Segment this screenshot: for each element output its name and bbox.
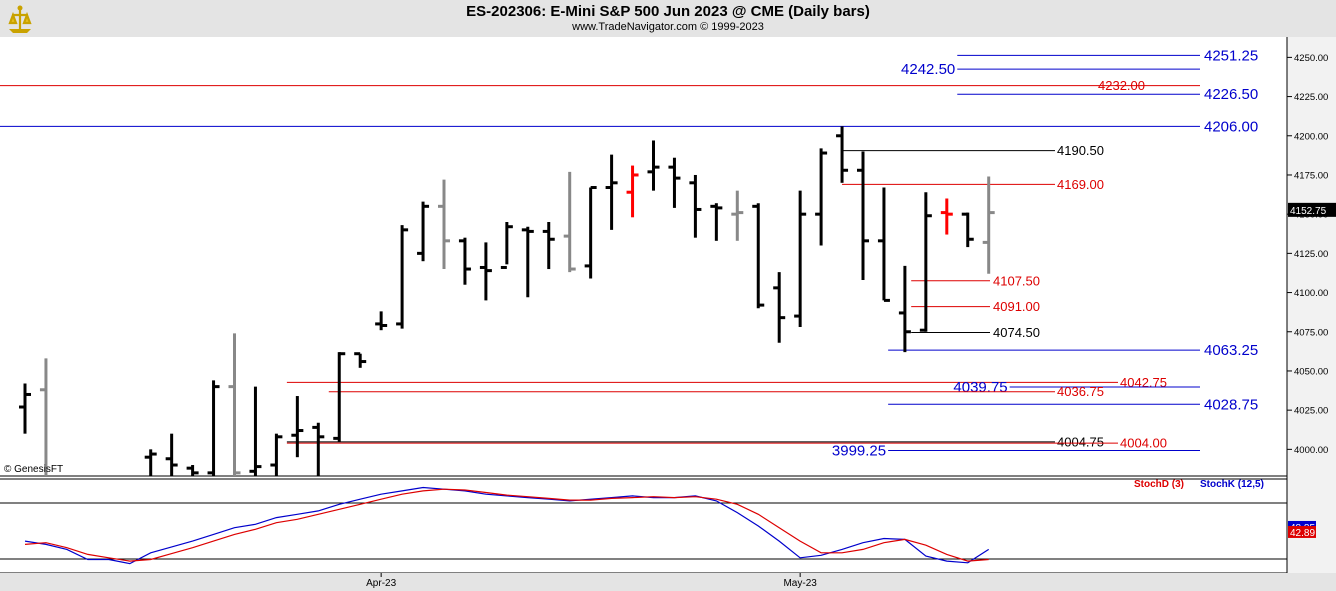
price-level-label: 4063.25: [1204, 342, 1258, 359]
y-tick-label: 4175.00: [1294, 170, 1328, 181]
price-level-label: 4039.75: [953, 379, 1007, 396]
y-tick-label: 4100.00: [1294, 288, 1328, 299]
y-tick-label: 4250.00: [1294, 53, 1328, 64]
stoch-line: [24, 488, 989, 562]
stoch-legend-label: StochD (3): [1134, 479, 1184, 490]
stoch-value-label: 42.89: [1290, 528, 1315, 539]
x-tick-label: Apr-23: [366, 578, 396, 589]
stochastic-panel: StochD (3)StochK (12,5)48.8542.89: [0, 479, 1316, 565]
price-level-label: 4169.00: [1057, 177, 1104, 192]
price-level-label: 4206.00: [1204, 118, 1258, 135]
chart-subtitle: www.TradeNavigator.com © 1999-2023: [572, 21, 764, 33]
y-tick-label: 4225.00: [1294, 92, 1328, 103]
chart-title: ES-202306: E-Mini S&P 500 Jun 2023 @ CME…: [466, 3, 870, 20]
stoch-legend-label: StochK (12,5): [1200, 479, 1264, 490]
stoch-value-tag: [1288, 525, 1316, 538]
y-axis: 4000.00 4025.00 4050.00 4075.00 4100.00 4125.…: [1287, 53, 1336, 456]
price-level-label: 4074.50: [993, 325, 1040, 340]
x-axis-panel: [0, 573, 1336, 591]
price-level-label: 4091.00: [993, 299, 1040, 314]
price-level-label: 3999.25: [832, 443, 886, 460]
chart-header: [0, 0, 1336, 37]
y-tick-label: 4125.00: [1294, 249, 1328, 260]
y-tick-label: 4200.00: [1294, 131, 1328, 142]
y-tick-label: 4075.00: [1294, 327, 1328, 338]
last-price-tag: [1288, 202, 1336, 217]
price-level-label: 4036.75: [1057, 384, 1104, 399]
price-level-label: 4242.50: [901, 61, 955, 78]
price-level-label: 4232.00: [1098, 78, 1145, 93]
price-level-label: 4004.00: [1120, 436, 1167, 451]
genesis-logo-icon: [3, 3, 37, 35]
price-level-label: 4107.50: [993, 273, 1040, 288]
price-levels: 4251.25 4242.50 4232.00 4226.50 4206.00 4190.…: [0, 47, 1258, 460]
last-price-label: 4152.75: [1290, 206, 1327, 217]
x-axis: Apr-23 May-23: [366, 573, 817, 589]
y-tick-label: 4025.00: [1294, 406, 1328, 417]
price-level-label: 4004.75: [1057, 434, 1104, 449]
price-level-label: 4226.50: [1204, 86, 1258, 103]
x-tick-label: May-23: [783, 578, 817, 589]
y-tick-label: 4050.00: [1294, 366, 1328, 377]
price-level-label: 4028.75: [1204, 396, 1258, 413]
y-tick-label: 4000.00: [1294, 445, 1328, 456]
price-bars: [19, 126, 995, 476]
price-level-label: 4251.25: [1204, 47, 1258, 64]
y-axis-panel: [1287, 37, 1336, 574]
price-level-label: 4190.50: [1057, 143, 1104, 158]
watermark: © GenesisFT: [4, 464, 63, 475]
price-level-label: 4042.75: [1120, 375, 1167, 390]
